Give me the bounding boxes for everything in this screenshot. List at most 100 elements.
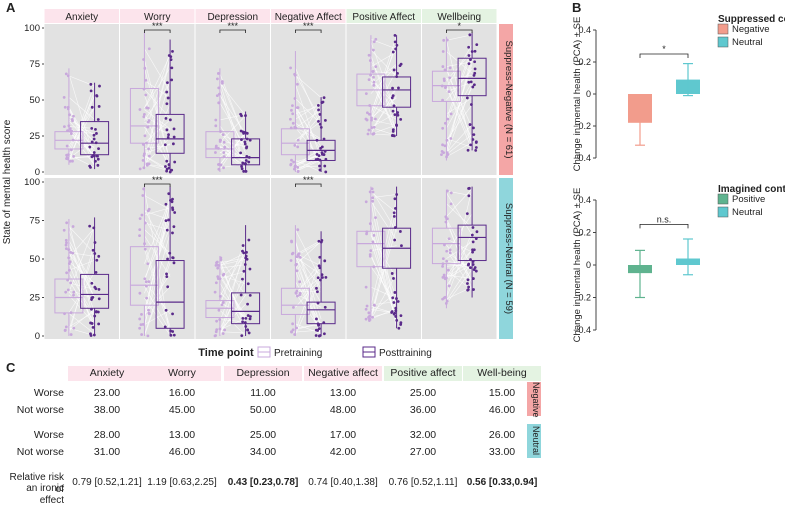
post-point [317,239,321,243]
pre-point [68,127,72,130]
pre-point [293,164,297,168]
post-point [391,128,395,132]
pre-point [290,330,293,333]
pre-point [143,152,146,156]
pre-point [67,256,71,260]
pre-point [147,47,151,51]
post-point [242,251,246,255]
pair-line [446,203,473,228]
pre-point [138,317,142,321]
post-point [242,269,246,273]
pre-point [444,302,448,305]
pre-point [144,93,148,97]
post-box [306,301,336,325]
pre-point [69,311,73,315]
facet-panel [271,24,346,175]
pre-point [447,237,451,241]
pair-line [370,45,397,113]
post-point [469,58,472,62]
legend-entry-1: Posttraining [379,348,432,359]
post-point [390,272,394,275]
pre-point [70,129,73,133]
post-point [248,293,252,297]
pre-point [146,125,150,129]
post-point [391,296,395,300]
pre-point [214,330,218,334]
pre-point [65,221,69,225]
post-point [90,307,93,311]
pre-point [289,126,293,130]
post-point [167,163,171,166]
table-row-label: Not worse [16,446,64,458]
post-point [88,224,92,228]
table-col-header-1: Worry [143,366,221,381]
pre-point [371,196,375,200]
pre-point [294,291,298,295]
pre-point [365,232,368,236]
pair-line [446,47,473,120]
post-point [163,143,167,147]
pair-line [68,313,95,335]
post-point [247,155,251,159]
pre-point [138,326,142,330]
ytick-label: 0 [35,167,40,178]
post-point [96,157,100,161]
pre-point [218,318,222,321]
pre-point [221,301,225,304]
pre-point [142,113,146,116]
pair-line [295,84,322,160]
post-point [249,315,252,318]
table-row-label: Worse [33,429,64,441]
pre-point [441,126,445,130]
post-point [392,214,396,218]
post-point [168,118,172,122]
table-group-label-0: Negative [527,382,541,418]
post-point [165,102,169,106]
post-point [92,137,96,141]
ytick-label: 75 [29,59,40,70]
post-point [470,50,474,53]
post-point [95,258,99,262]
post-point [169,55,173,59]
pair-line [219,331,246,334]
pre-point [65,153,69,157]
post-point [248,267,252,271]
pair-line [68,120,95,149]
pair-line [144,218,171,260]
facet-row-strip [499,24,513,175]
pre-point [146,262,150,266]
post-point [394,309,398,313]
pair-line [219,141,246,153]
pre-point [72,293,75,297]
pre-point [144,284,148,288]
panel-a-ylabel: State of mental health score [2,119,13,244]
table-cell: 25.00 [409,387,437,399]
post-point [323,259,327,263]
table-col-header-4: Positive affect [384,366,462,381]
pair-line [446,86,473,145]
pre-point [72,326,76,330]
rr-value-2: 0.43 [0.23,0.78] [227,477,299,488]
pre-point [222,151,226,154]
pre-point [215,77,219,81]
facet-panel [346,24,421,175]
post-point [246,302,249,306]
b-ytick-label: −0.2 [573,293,591,303]
pre-point [367,78,371,82]
post-point [97,254,101,258]
pre-point [217,167,221,171]
pre-point [214,144,218,148]
post-point [323,305,327,309]
post-point [171,231,174,235]
post-point [474,269,478,273]
post-point [164,308,168,312]
sig-bracket [446,29,473,33]
pre-point [138,228,142,232]
pair-line [144,209,171,258]
pre-point [372,265,376,269]
pre-point [139,323,143,327]
sig-label: *** [303,21,314,31]
pair-line [144,114,171,170]
pre-point [296,106,300,110]
post-point [93,241,97,244]
